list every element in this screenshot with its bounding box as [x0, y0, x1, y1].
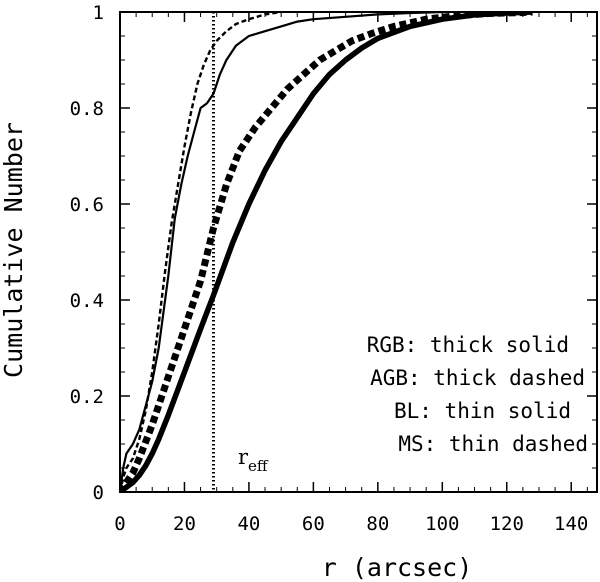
y-tick-label: 0.4 [70, 290, 104, 312]
x-tick-label: 80 [366, 513, 389, 535]
series-layer [120, 12, 533, 492]
series-line-ms [120, 12, 282, 492]
x-axis-title: r (arcsec) [322, 553, 473, 582]
tick-marks [119, 11, 597, 493]
series-line-bl [120, 12, 443, 492]
series-line-rgb [120, 12, 533, 492]
series-line-agb [120, 12, 533, 492]
r-eff-label: reff [238, 445, 269, 475]
legend: RGB: thick solid AGB: thick dashed BL: t… [367, 333, 588, 456]
r-eff-label-sub: eff [248, 457, 269, 475]
x-tick-label: 100 [425, 513, 459, 535]
y-tick-label: 0.2 [70, 386, 104, 408]
x-tick-label: 60 [302, 513, 325, 535]
x-tick-label: 20 [173, 513, 196, 535]
x-tick-label: 0 [114, 513, 125, 535]
tick-labels: 0 20 40 60 80 100 120 140 0 0.2 0.4 0.6 0.8 1 [70, 2, 589, 535]
legend-entry-bl: BL: thin solid [394, 399, 571, 423]
y-tick-label: 0 [93, 482, 104, 504]
y-tick-label: 0.6 [70, 194, 104, 216]
legend-entry-rgb: RGB: thick solid [367, 333, 569, 357]
x-tick-label: 120 [490, 513, 524, 535]
y-tick-label: 0.8 [70, 98, 104, 120]
y-tick-label: 1 [93, 2, 104, 24]
x-tick-label: 140 [554, 513, 588, 535]
y-axis-title: Cumulative Number [0, 122, 28, 378]
r-eff-label-main: r [238, 445, 249, 469]
legend-entry-ms: MS: thin dashed [398, 432, 588, 456]
x-tick-label: 40 [237, 513, 260, 535]
legend-entry-agb: AGB: thick dashed [370, 366, 585, 390]
